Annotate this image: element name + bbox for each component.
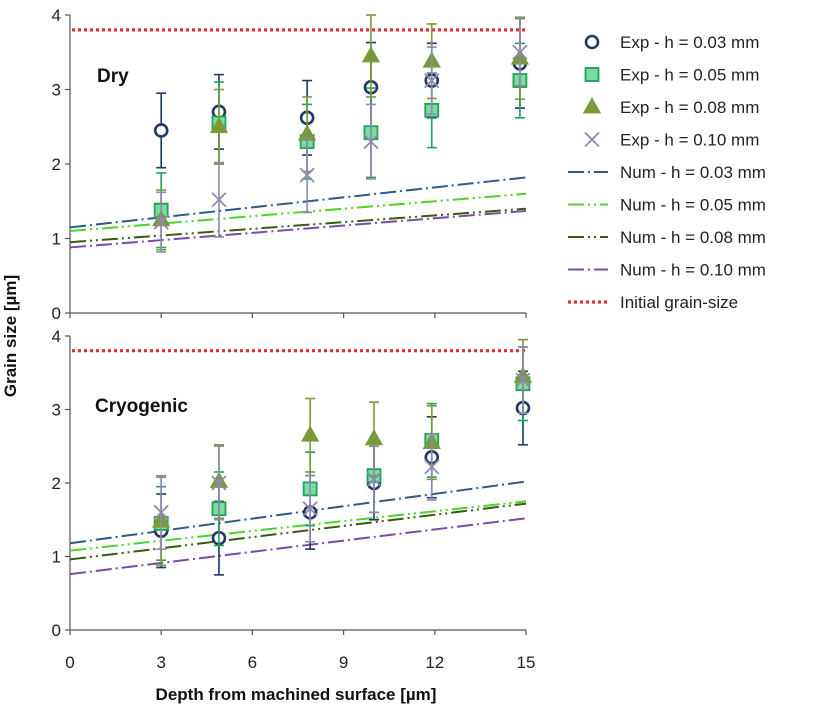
num-line-6 xyxy=(69,207,527,244)
legend-item: Num - h = 0.05 mm xyxy=(568,196,766,215)
legend-label: Num - h = 0.08 mm xyxy=(620,228,766,247)
y-tick-label: 2 xyxy=(52,474,61,493)
data-point xyxy=(211,475,227,491)
data-point xyxy=(515,372,531,388)
exp-series-2 xyxy=(152,338,533,567)
data-point xyxy=(300,425,320,442)
legend: Exp - h = 0.03 mm Exp - h = 0.05 mm Exp - … xyxy=(568,33,766,312)
legend-label: Exp - h = 0.10 mm xyxy=(620,131,759,150)
y-tick-label: 0 xyxy=(52,621,61,640)
legend-item: Exp - h = 0.05 mm xyxy=(584,66,759,85)
data-point xyxy=(512,44,528,60)
num-line-5 xyxy=(69,500,527,552)
data-point xyxy=(153,504,169,521)
x-tick-label: 15 xyxy=(517,653,536,672)
x-tick-label: 0 xyxy=(65,653,74,672)
exp-series-0 xyxy=(153,17,528,169)
num-line-7 xyxy=(69,209,527,249)
legend-marker xyxy=(584,34,600,50)
exp-series-3 xyxy=(153,346,531,550)
legend-item: Exp - h = 0.03 mm xyxy=(584,33,759,52)
data-point xyxy=(366,471,382,487)
exp-series-3 xyxy=(153,17,528,253)
exp-series-1 xyxy=(153,42,528,249)
data-point xyxy=(299,167,315,183)
data-point xyxy=(364,429,384,446)
x-axis-title: Depth from machined surface [µm] xyxy=(156,685,437,704)
y-tick-label: 3 xyxy=(52,81,61,100)
legend-label: Num - h = 0.05 mm xyxy=(620,196,766,215)
num-line-4 xyxy=(69,176,527,229)
data-point xyxy=(302,501,318,517)
x-tick-label: 12 xyxy=(425,653,444,672)
y-axis-title: Grain size [µm] xyxy=(1,275,20,397)
num-line-5 xyxy=(69,192,527,233)
data-point xyxy=(153,214,169,230)
legend-label: Num - h = 0.10 mm xyxy=(620,261,766,280)
legend-item: Initial grain-size xyxy=(568,293,738,312)
y-tick-label: 0 xyxy=(52,304,61,323)
x-tick-label: 6 xyxy=(248,653,257,672)
data-point xyxy=(153,123,169,138)
data-point xyxy=(424,72,440,89)
legend-label: Exp - h = 0.05 mm xyxy=(620,66,759,85)
panel-label: Dry xyxy=(97,66,129,87)
legend-item: Num - h = 0.03 mm xyxy=(568,163,766,182)
exp-series-1 xyxy=(153,346,531,561)
data-point xyxy=(363,134,379,150)
y-tick-label: 1 xyxy=(52,548,61,567)
legend-label: Exp - h = 0.08 mm xyxy=(620,98,759,117)
legend-label: Initial grain-size xyxy=(620,293,738,312)
panel-label: Cryogenic xyxy=(95,396,188,417)
y-tick-label: 2 xyxy=(52,155,61,174)
data-point xyxy=(361,46,381,63)
legend-item: Num - h = 0.10 mm xyxy=(568,261,766,280)
y-tick-label: 4 xyxy=(52,6,61,25)
x-tick-label: 9 xyxy=(339,653,348,672)
data-point xyxy=(209,116,229,134)
y-tick-label: 4 xyxy=(52,327,61,346)
num-line-7 xyxy=(69,517,527,576)
data-point xyxy=(211,192,227,208)
panel-dry: 0 1 2 3 4 Dry xyxy=(52,6,530,323)
num-line-6 xyxy=(69,502,527,561)
legend-item: Exp - h = 0.10 mm xyxy=(584,131,759,150)
exp-series-0 xyxy=(153,370,531,576)
y-tick-label: 1 xyxy=(52,230,61,249)
legend-marker xyxy=(584,131,600,148)
legend-item: Num - h = 0.08 mm xyxy=(568,228,766,247)
legend-label: Num - h = 0.03 mm xyxy=(620,163,766,182)
x-tick-label: 3 xyxy=(156,653,165,672)
legend-marker xyxy=(582,97,602,114)
y-tick-label: 3 xyxy=(52,401,61,420)
data-point xyxy=(424,459,440,475)
legend-marker xyxy=(584,67,600,82)
legend-label: Exp - h = 0.03 mm xyxy=(620,33,759,52)
legend-item: Exp - h = 0.08 mm xyxy=(582,97,759,117)
